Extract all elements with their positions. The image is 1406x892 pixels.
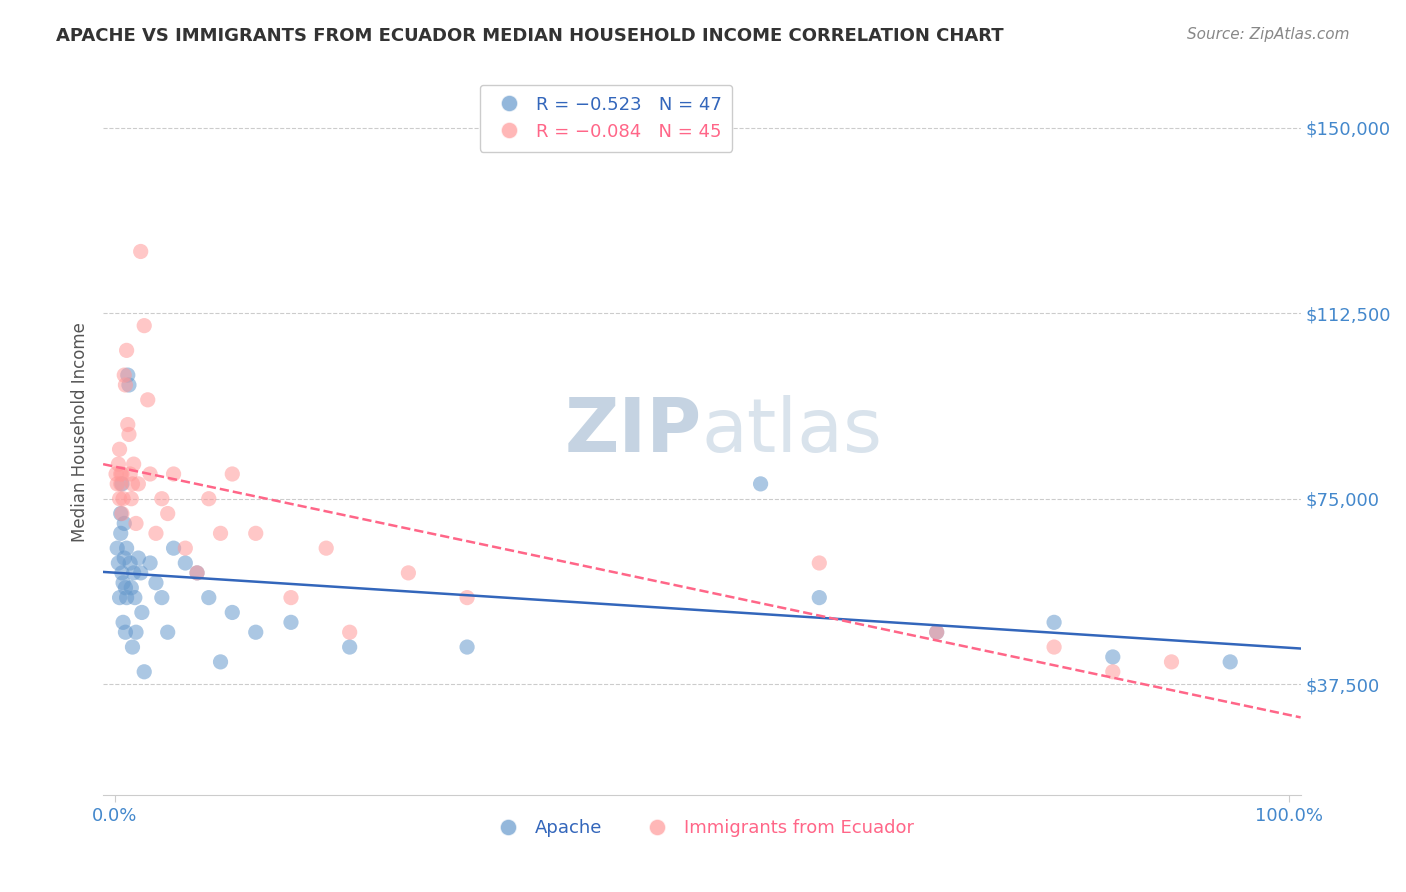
Point (112, 551, 135, 566)
Point (280, 615, 302, 630)
Point (110, 467, 132, 481)
Point (108, 442, 131, 457)
Point (112, 516, 135, 531)
Point (134, 665, 156, 679)
Point (139, 467, 162, 481)
Point (105, 541, 128, 556)
Point (127, 476, 149, 491)
Point (127, 551, 149, 566)
Point (111, 566, 134, 580)
Point (129, 244, 152, 259)
Legend: Apache, Immigrants from Ecuador: Apache, Immigrants from Ecuador (482, 812, 921, 845)
Point (174, 541, 197, 556)
Point (110, 526, 132, 541)
Point (112, 615, 135, 630)
Point (925, 625, 948, 640)
Point (117, 368, 139, 383)
Point (105, 476, 128, 491)
Point (1219, 655, 1241, 669)
Point (339, 625, 361, 640)
Text: ZIP: ZIP (565, 395, 702, 468)
Point (156, 507, 179, 521)
Point (107, 556, 129, 570)
Point (925, 625, 948, 640)
Point (111, 507, 134, 521)
Point (198, 591, 221, 605)
Point (162, 467, 184, 481)
Point (1043, 640, 1066, 654)
Point (198, 491, 221, 506)
Point (209, 655, 232, 669)
Point (221, 467, 243, 481)
Point (174, 556, 197, 570)
Point (120, 491, 142, 506)
Point (112, 368, 135, 383)
Point (245, 625, 267, 640)
Point (145, 526, 167, 541)
Point (121, 476, 143, 491)
Point (1101, 665, 1123, 679)
Point (156, 625, 179, 640)
Point (186, 566, 208, 580)
Y-axis label: Median Household Income: Median Household Income (72, 322, 89, 542)
Point (124, 591, 146, 605)
Point (112, 491, 135, 506)
Point (134, 318, 156, 333)
Point (107, 457, 129, 471)
Point (125, 625, 148, 640)
Point (221, 606, 243, 620)
Text: Source: ZipAtlas.com: Source: ZipAtlas.com (1187, 27, 1350, 42)
Point (118, 378, 141, 392)
Point (111, 467, 134, 481)
Point (150, 591, 173, 605)
Point (108, 591, 131, 605)
Point (118, 427, 141, 442)
Text: atlas: atlas (702, 395, 883, 468)
Point (117, 417, 139, 432)
Point (749, 476, 772, 491)
Point (120, 556, 142, 570)
Point (456, 591, 478, 605)
Point (120, 467, 142, 481)
Point (114, 625, 136, 640)
Point (110, 476, 132, 491)
Point (162, 541, 184, 556)
Point (1160, 655, 1182, 669)
Point (115, 541, 138, 556)
Point (139, 556, 162, 570)
Point (280, 591, 302, 605)
Point (120, 581, 142, 595)
Text: APACHE VS IMMIGRANTS FROM ECUADOR MEDIAN HOUSEHOLD INCOME CORRELATION CHART: APACHE VS IMMIGRANTS FROM ECUADOR MEDIAN… (56, 27, 1004, 45)
Point (112, 575, 135, 590)
Point (131, 606, 153, 620)
Point (808, 556, 831, 570)
Point (808, 591, 831, 605)
Point (145, 575, 167, 590)
Point (121, 640, 143, 654)
Point (209, 526, 232, 541)
Point (115, 343, 138, 358)
Point (1101, 649, 1123, 664)
Point (122, 457, 145, 471)
Point (110, 507, 132, 521)
Point (108, 491, 131, 506)
Point (396, 566, 419, 580)
Point (1043, 615, 1066, 630)
Point (456, 640, 478, 654)
Point (129, 566, 152, 580)
Point (245, 526, 267, 541)
Point (136, 392, 159, 407)
Point (315, 541, 337, 556)
Point (105, 467, 128, 481)
Point (115, 591, 138, 605)
Point (186, 566, 208, 580)
Point (150, 491, 173, 506)
Point (114, 378, 136, 392)
Point (114, 581, 136, 595)
Point (122, 566, 145, 580)
Point (125, 516, 148, 531)
Point (339, 640, 361, 654)
Point (111, 476, 134, 491)
